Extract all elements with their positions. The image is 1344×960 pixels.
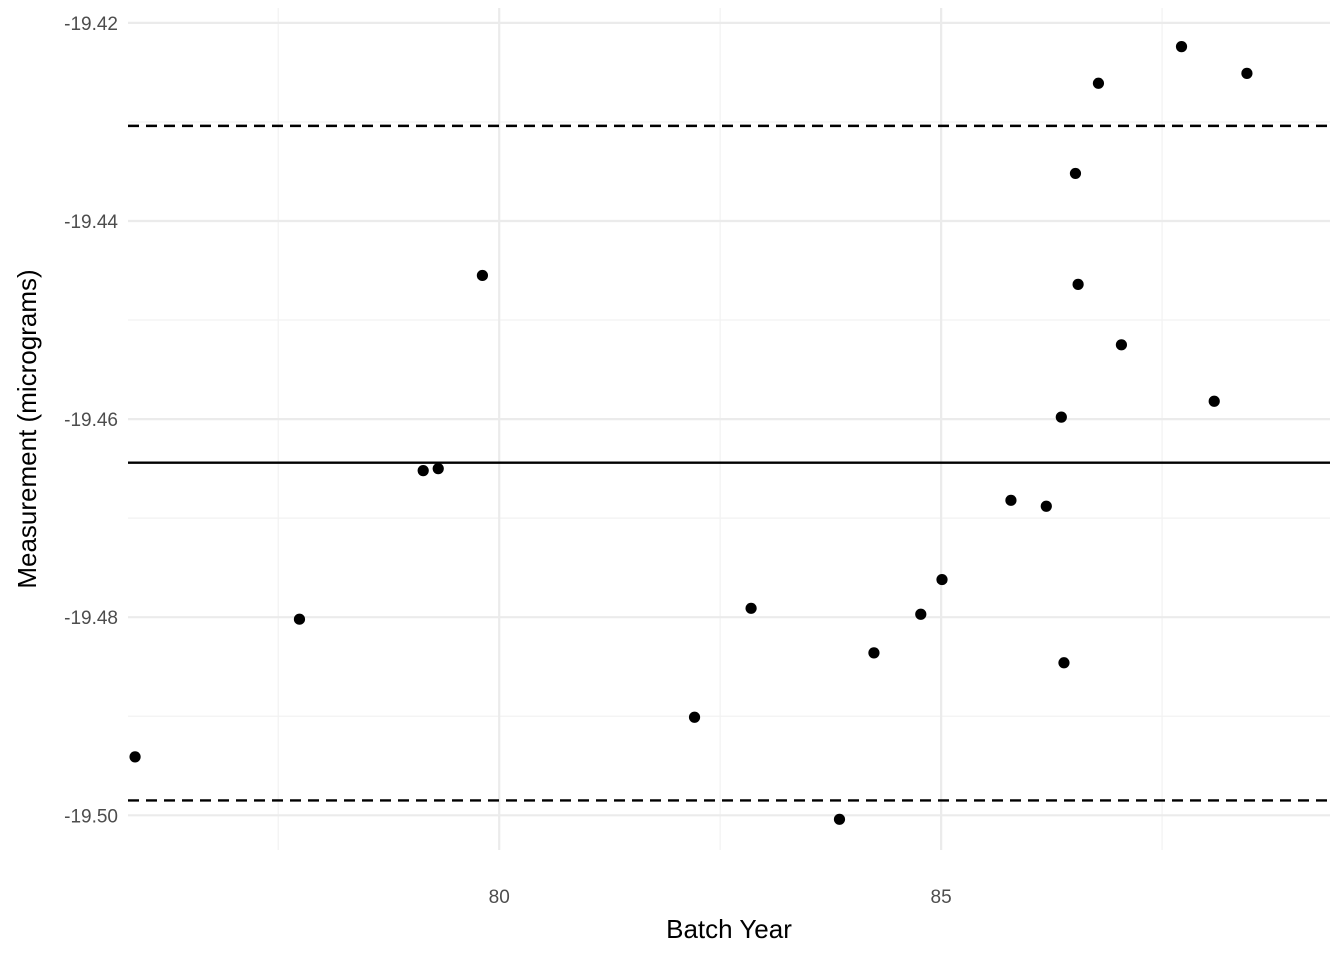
data-point <box>1055 411 1067 423</box>
data-point <box>1058 657 1070 669</box>
data-point <box>476 269 489 282</box>
y-axis-title: Measurement (micrograms) <box>12 269 42 588</box>
data-point <box>936 573 948 586</box>
data-point <box>1005 494 1017 506</box>
data-point <box>417 465 429 477</box>
y-tick-label: -19.50 <box>64 806 118 827</box>
x-axis-tick-labels: 80 85 <box>489 887 952 908</box>
data-point <box>1092 77 1105 89</box>
data-point <box>1175 41 1188 53</box>
y-tick-label: -19.42 <box>64 14 118 35</box>
x-tick-label: 80 <box>489 887 510 908</box>
y-axis-tick-labels: -19.42 -19.44 -19.46 -19.48 -19.50 <box>64 14 118 827</box>
major-gridlines <box>128 8 1330 850</box>
data-point <box>833 813 846 825</box>
reference-lines <box>128 124 1330 802</box>
minor-gridlines <box>128 8 1330 850</box>
data-point <box>915 608 927 620</box>
data-point <box>1208 395 1220 407</box>
x-tick-label: 85 <box>931 887 952 908</box>
data-point <box>1040 500 1052 512</box>
x-axis-title: Batch Year <box>666 914 792 944</box>
data-points <box>129 41 1253 825</box>
data-point <box>1115 339 1128 351</box>
y-tick-label: -19.44 <box>64 212 118 233</box>
data-point <box>432 463 444 475</box>
y-tick-label: -19.46 <box>64 410 118 431</box>
data-point <box>688 711 701 723</box>
data-point <box>1072 278 1084 290</box>
data-point <box>868 647 880 659</box>
data-point <box>1241 67 1253 79</box>
data-point <box>293 613 306 625</box>
data-point <box>745 602 757 614</box>
y-tick-label: -19.48 <box>64 608 118 629</box>
data-point <box>1069 167 1082 180</box>
data-point <box>129 751 141 763</box>
